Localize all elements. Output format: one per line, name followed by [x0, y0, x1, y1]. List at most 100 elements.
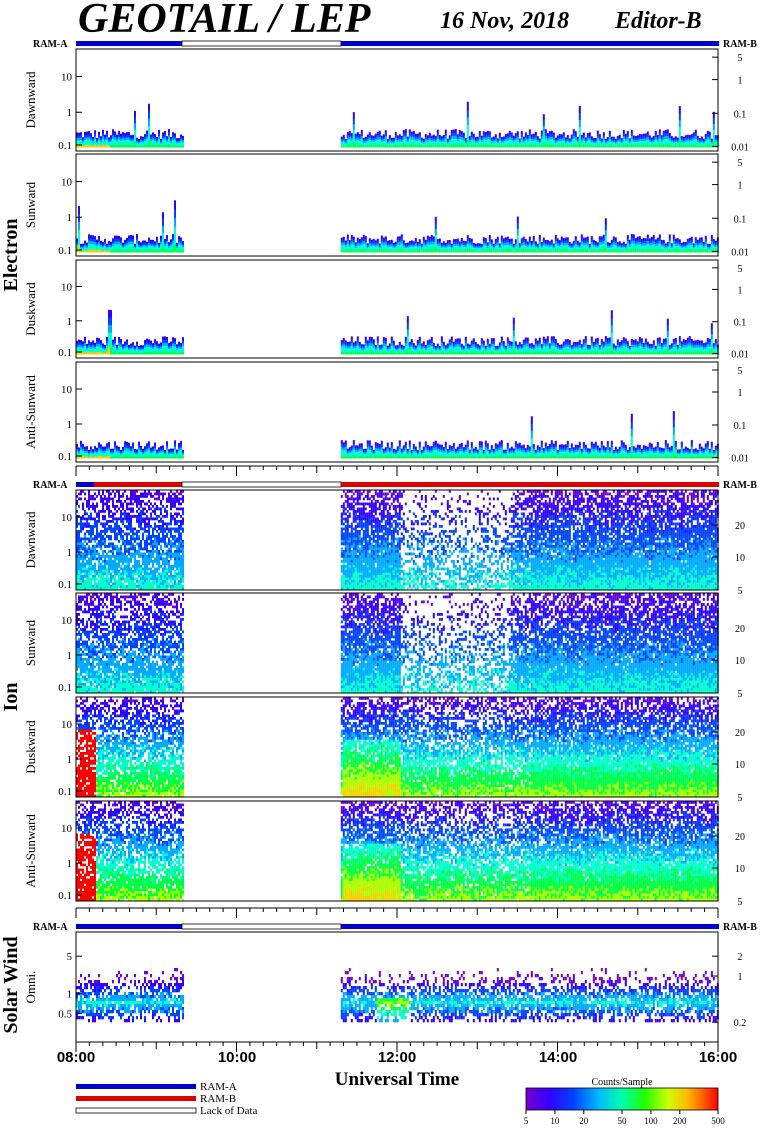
ram-b-label-solar-wind: RAM-B — [723, 922, 757, 933]
ion-left-tick-label: 10 — [61, 512, 73, 524]
electron-right-tick-label: 5 — [738, 366, 743, 377]
electron-right-tick-label: 0.01 — [731, 454, 749, 465]
electron-panel-label: Anti-Sunward — [23, 375, 38, 449]
x-tick-label-1600: 16:00 — [699, 1049, 737, 1066]
electron-right-tick-label: 0.01 — [731, 247, 749, 258]
solar-wind-right-tick-label: 0.2 — [734, 1018, 747, 1029]
colorbar-tick-label: 500 — [711, 1116, 725, 1126]
electron-left-tick-label: 10 — [61, 72, 73, 84]
ion-right-tick-label: 10 — [735, 864, 745, 875]
colorbar-tick-label: 200 — [673, 1116, 687, 1126]
ion-right-tick-label: 20 — [735, 624, 745, 635]
ion-left-tick-label: 1 — [67, 650, 73, 662]
colorbar-gradient — [526, 1088, 718, 1110]
ion-left-tick-label: 0.1 — [58, 682, 72, 694]
ion-right-tick-label: 20 — [735, 832, 745, 843]
electron-right-tick-label: 1 — [738, 181, 743, 192]
solar-wind-panel-label: Omni. — [23, 971, 38, 1004]
electron-right-tick-label: 5 — [738, 53, 743, 64]
legend-swatch-lack — [76, 1108, 196, 1113]
solar-wind-right-tick-label: 1 — [738, 972, 743, 983]
electron-right-tick-label: 5 — [738, 264, 743, 275]
ram-b-label-electron: RAM-B — [723, 39, 757, 50]
ion-right-tick-label: 5 — [738, 897, 743, 908]
solar-wind-left-tick-label: 5 — [67, 951, 73, 963]
ion-right-tick-label: 10 — [735, 760, 745, 771]
ion-left-tick-label: 0.1 — [58, 890, 72, 902]
ion-panel-label: Sunward — [23, 619, 38, 666]
ion-left-tick-label: 0.1 — [58, 786, 72, 798]
electron-right-tick-label: 5 — [738, 158, 743, 169]
ram-status-bar-ion — [76, 482, 719, 487]
electron-right-tick-label: 0.1 — [734, 421, 747, 432]
ram-status-bar-electron — [76, 41, 719, 46]
electron-panel-label: Duskward — [23, 282, 38, 336]
electron-panel-label: Dawnward — [23, 71, 38, 129]
ram-a-label-solar-wind: RAM-A — [33, 922, 68, 933]
legend-label-ram-a: RAM-A — [200, 1081, 237, 1093]
electron-left-tick-label: 1 — [67, 212, 73, 224]
electron-right-tick-label: 0.1 — [734, 318, 747, 329]
electron-right-tick-label: 1 — [738, 388, 743, 399]
legend-swatch-ram-a — [76, 1084, 196, 1089]
page-title: GEOTAIL / LEP — [78, 0, 371, 42]
ion-panel-label: Dawnward — [23, 511, 38, 569]
ram-status-bar-solar-wind — [76, 924, 719, 929]
x-tick-label-0800: 08:00 — [57, 1049, 95, 1066]
ion-right-tick-label: 10 — [735, 656, 745, 667]
electron-right-tick-label: 1 — [738, 76, 743, 87]
electron-left-tick-label: 0.1 — [58, 347, 72, 359]
solar-wind-left-tick-label: 0.5 — [58, 1008, 72, 1020]
ram-a-label-ion: RAM-A — [33, 480, 68, 491]
x-axis-label: Universal Time — [335, 1069, 459, 1090]
electron-right-tick-label: 0.1 — [734, 109, 747, 120]
colorbar-tick-label: 100 — [644, 1116, 658, 1126]
ion-left-tick-label: 10 — [61, 823, 73, 835]
ion-right-tick-label: 20 — [735, 521, 745, 532]
electron-left-tick-label: 10 — [61, 384, 73, 396]
group-label-ion: Ion — [0, 683, 22, 712]
ion-right-tick-label: 5 — [738, 689, 743, 700]
electron-right-tick-label: 0.01 — [731, 142, 749, 153]
colorbar-tick-label: 5 — [524, 1116, 529, 1126]
ion-left-tick-label: 10 — [61, 719, 73, 731]
legend-swatch-ram-b — [76, 1096, 196, 1101]
electron-right-tick-label: 1 — [738, 285, 743, 296]
electron-left-tick-label: 10 — [61, 281, 73, 293]
ram-a-label-electron: RAM-A — [33, 39, 68, 50]
ion-right-tick-label: 10 — [735, 553, 745, 564]
electron-left-tick-label: 1 — [67, 107, 73, 119]
ion-left-tick-label: 1 — [67, 754, 73, 766]
ion-left-tick-label: 1 — [67, 858, 73, 870]
electron-left-tick-label: 0.1 — [58, 451, 72, 463]
ion-right-tick-label: 5 — [738, 586, 743, 597]
ion-panel-anti-sunward: Anti-Sunward 0.1 1 10 5 10 20 — [23, 801, 745, 908]
ion-right-tick-label: 5 — [738, 793, 743, 804]
colorbar-tick-label: 20 — [579, 1116, 589, 1126]
colorbar-tick-label: 50 — [618, 1116, 628, 1126]
legend-label-lack: Lack of Data — [200, 1105, 258, 1117]
electron-panel-label: Sunward — [23, 181, 38, 228]
electron-panel-dawnward: Dawnward 0.1 1 10 0.01 0.1 1 5 — [23, 49, 749, 153]
electron-left-tick-label: 0.1 — [58, 245, 72, 257]
ion-right-tick-label: 20 — [735, 728, 745, 739]
ram-b-label-ion: RAM-B — [723, 480, 757, 491]
ion-panel-duskward: Duskward 0.1 1 10 5 10 20 — [23, 697, 745, 804]
electron-left-tick-label: 1 — [67, 316, 73, 328]
x-tick-label-1200: 12:00 — [378, 1049, 416, 1066]
electron-left-tick-label: 0.1 — [58, 140, 72, 152]
ram-legend: RAM-A RAM-B Lack of Data — [76, 1081, 258, 1117]
editor-label: Editor-B — [614, 8, 702, 34]
legend-label-ram-b: RAM-B — [200, 1093, 236, 1105]
colorbar: Counts/Sample 5 10 20 50 100 200 500 — [524, 1077, 726, 1126]
group-label-solar-wind: Solar Wind — [0, 936, 22, 1033]
ion-panel-label: Anti-Sunward — [23, 814, 38, 888]
solar-wind-left-tick-label: 1 — [67, 989, 73, 1001]
ion-panel-label: Duskward — [23, 720, 38, 774]
